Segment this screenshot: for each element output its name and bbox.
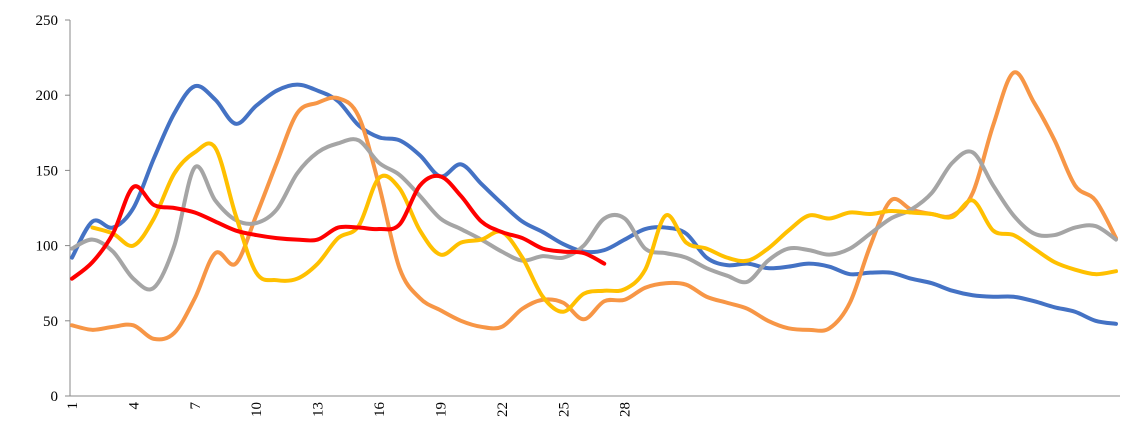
x-tick-label: 4 — [126, 402, 142, 410]
y-tick-label: 200 — [36, 88, 59, 104]
x-tick-label: 28 — [618, 402, 634, 417]
x-tick-label: 7 — [188, 402, 204, 410]
series-line — [70, 70, 1118, 342]
series-line — [90, 141, 1118, 314]
x-tick-label: 1 — [65, 402, 81, 410]
x-tick-label: 25 — [556, 402, 572, 417]
y-tick-label: 100 — [36, 239, 59, 255]
series-line — [70, 137, 1118, 292]
x-tick-label: 22 — [495, 402, 511, 417]
y-tick-label: 0 — [51, 389, 59, 405]
y-tick-label: 150 — [36, 163, 59, 179]
x-tick-label: 13 — [311, 402, 327, 417]
x-tick-label: 16 — [372, 402, 388, 418]
series-line — [70, 173, 607, 281]
y-tick-label: 250 — [36, 13, 59, 29]
series-line — [70, 82, 1118, 326]
x-tick-label: 19 — [433, 402, 449, 417]
x-tick-label: 10 — [249, 402, 265, 417]
y-tick-label: 50 — [43, 314, 58, 330]
